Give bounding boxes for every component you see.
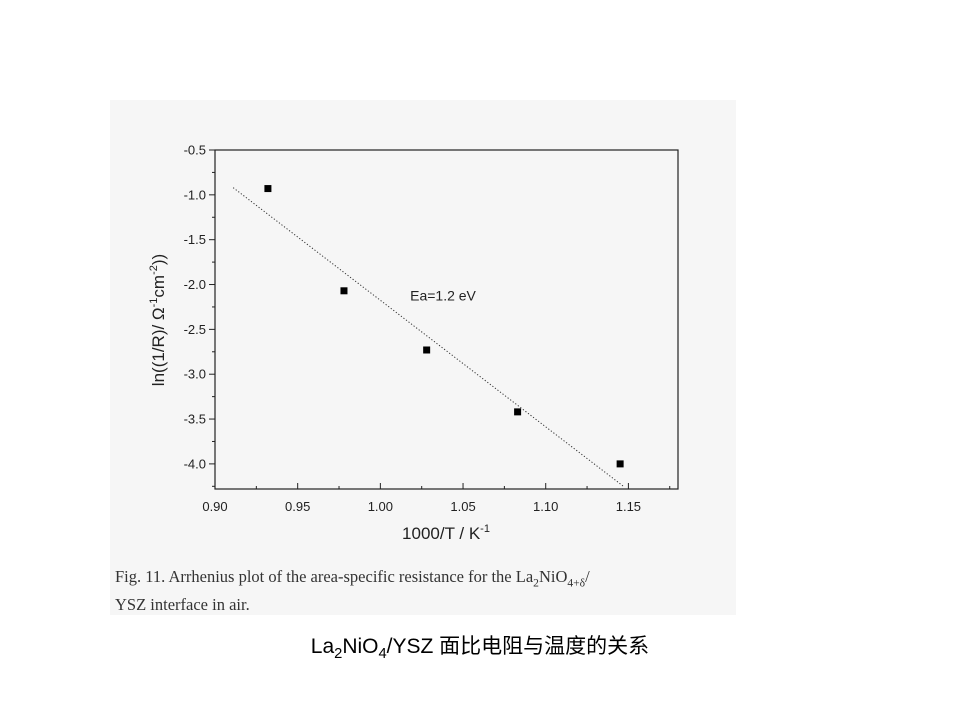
y-tick-label: -3.5 [184,412,206,427]
y-tick-label: -3.0 [184,367,206,382]
y-tick-label: -2.5 [184,322,206,337]
data-point [423,346,431,354]
figure-caption-line-2: YSZ interface in air. [115,595,250,615]
data-point [264,185,272,193]
data-point [616,460,624,468]
annotation-ea: Ea=1.2 eV [410,288,476,304]
y-tick-label: -0.5 [184,143,206,158]
data-points [264,185,624,468]
arrhenius-chart: 0.90 0.95 1.00 1.05 1.10 1.15 -0.5 -1.0 -1.5 -2.… [148,143,679,543]
figure-caption-line-1: Fig. 11. Arrhenius plot of the area-spec… [115,567,590,590]
plot-frame [214,149,679,490]
fit-line-group [232,187,624,487]
y-tick-label: -2.0 [184,277,206,292]
x-tick-label: 1.05 [450,499,475,514]
x-tick-label: 1.15 [616,499,641,514]
x-axis-ticks: 0.90 0.95 1.00 1.05 1.10 1.15 [202,483,671,514]
x-tick-label: 0.95 [285,499,310,514]
figure-panel: 0.90 0.95 1.00 1.05 1.10 1.15 -0.5 -1.0 -1.5 -2.… [110,100,736,615]
data-point [340,287,348,295]
data-point [514,408,522,416]
figure-caption: Fig. 11. Arrhenius plot of the area-spec… [115,566,730,615]
y-tick-label: -1.0 [184,187,206,202]
y-tick-label: -1.5 [184,232,206,247]
x-tick-label: 1.10 [533,499,558,514]
y-axis-title: ln((1/R)/ Ω-1cm-2)) [148,254,168,386]
x-tick-label: 1.00 [368,499,393,514]
x-tick-label: 0.90 [202,499,227,514]
x-axis-title: 1000/T / K-1 [402,523,490,543]
slide-caption: La2NiO4/YSZ 面比电阻与温度的关系 [310,635,650,663]
y-axis-ticks: -0.5 -1.0 -1.5 -2.0 -2.5 -3.0 -3.5 -4.0 [184,143,215,487]
y-tick-label: -4.0 [184,456,206,471]
fit-line [232,187,624,487]
